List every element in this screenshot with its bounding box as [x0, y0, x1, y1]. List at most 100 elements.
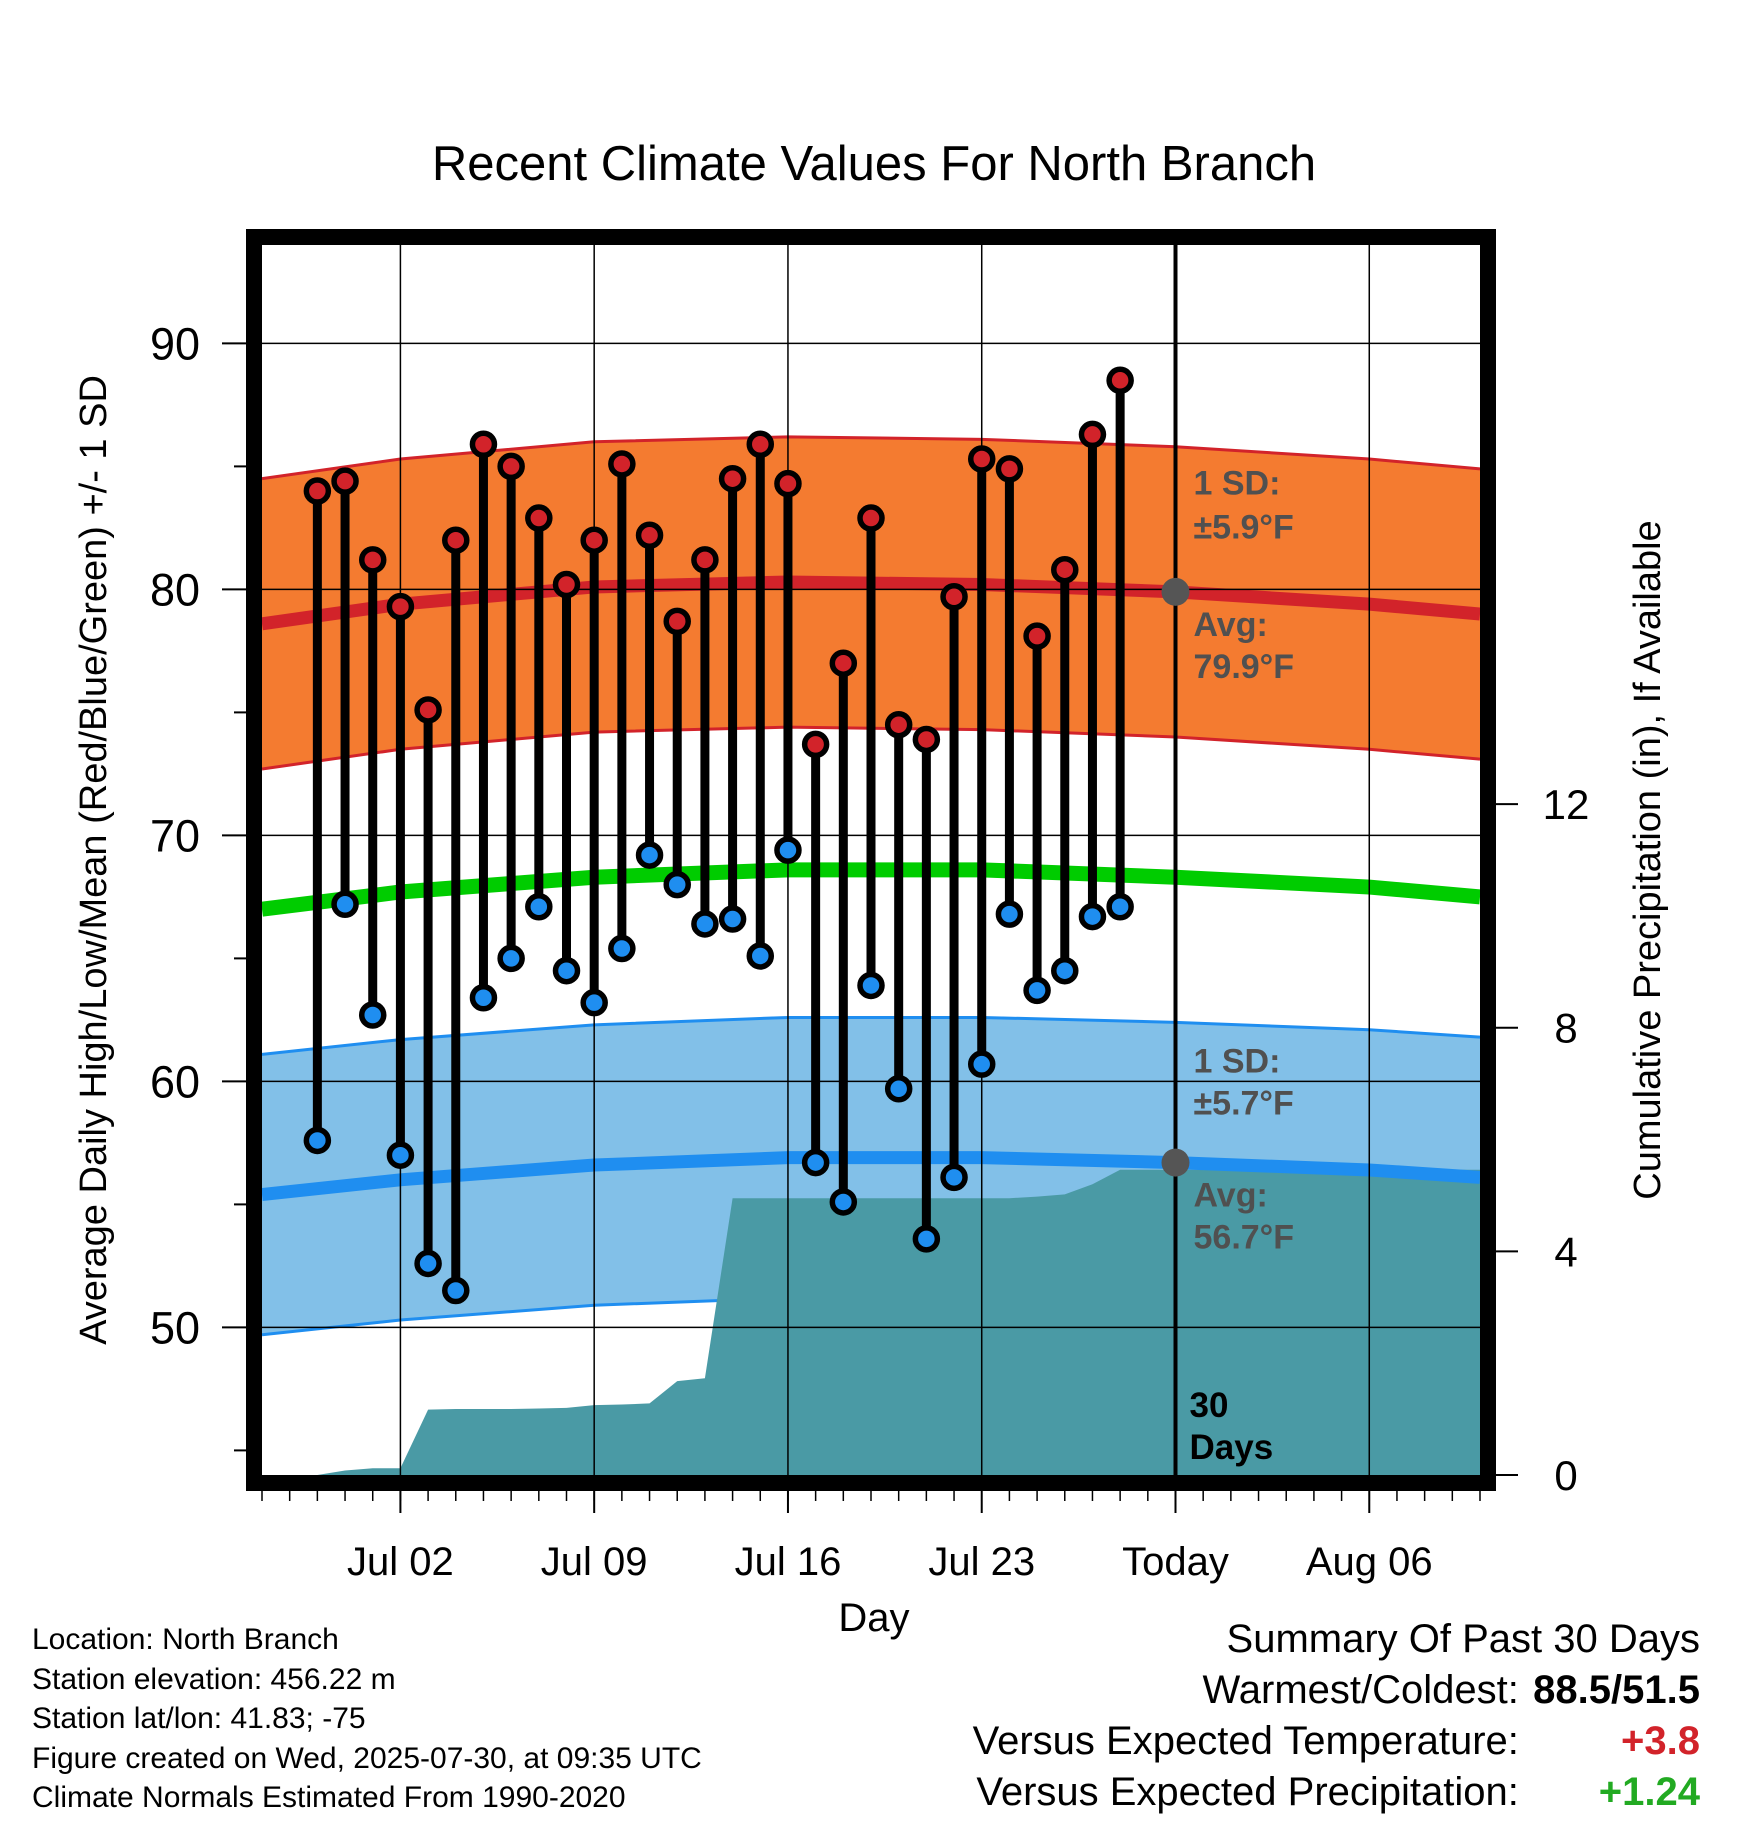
normals-line: Climate Normals Estimated From 1990-2020	[32, 1781, 626, 1814]
daily-high-point	[469, 430, 498, 459]
daily-high-point	[995, 455, 1024, 483]
daily-low-point	[912, 1225, 941, 1253]
daily-low-point	[691, 910, 719, 938]
bottom-tick-label: Today	[1122, 1540, 1229, 1584]
daily-high-point	[608, 450, 636, 478]
today-days-count: 30	[1190, 1386, 1229, 1425]
daily-low-point	[442, 1276, 470, 1305]
daily-low-point	[746, 942, 775, 970]
daily-high-point	[303, 477, 332, 505]
high-sd-band-upper-edge	[262, 435, 1480, 481]
today-high-avg-marker	[1161, 577, 1190, 606]
right-tick-label: 0	[1554, 1452, 1577, 1499]
high-sd-band-lower-edge	[262, 725, 1480, 771]
annotation-high-sd-label: 1 SD:	[1194, 465, 1281, 503]
precip-label: Versus Expected Precipitation:	[976, 1770, 1519, 1814]
precip-area	[289, 1169, 1480, 1475]
bottom-tick-label: Jul 02	[347, 1540, 454, 1584]
daily-high-point	[746, 430, 775, 459]
temp-label: Versus Expected Temperature:	[972, 1719, 1519, 1763]
low-avg-line	[262, 1151, 1480, 1202]
daily-high-point	[1078, 420, 1107, 449]
daily-low-point	[497, 944, 525, 973]
location-line: Location: North Branch	[32, 1623, 339, 1656]
daily-high-point	[442, 526, 470, 554]
low-sd-band-upper-edge	[262, 1015, 1480, 1056]
warmest-label: Warmest/Coldest:	[1202, 1668, 1519, 1712]
created-line: Figure created on Wed, 2025-07-30, at 09…	[32, 1741, 702, 1775]
high-avg-line	[262, 575, 1480, 631]
left-tick-label: 70	[150, 810, 200, 861]
daily-low-point	[608, 934, 636, 963]
station-info: Location: North Branch Station elevation…	[32, 1620, 702, 1818]
daily-high-point	[912, 725, 941, 754]
precip-value: +1.24	[1598, 1770, 1700, 1814]
plot-frame	[246, 229, 1496, 1491]
annotation-low-sd-value: ±5.7°F	[1194, 1084, 1294, 1122]
daily-high-point	[580, 526, 608, 554]
daily-low-point	[1106, 892, 1134, 921]
annotation-low-sd-label: 1 SD:	[1194, 1042, 1281, 1080]
daily-high-point	[358, 546, 387, 574]
bottom-tick-label: Jul 09	[541, 1540, 648, 1584]
latlon-line: Station lat/lon: 41.83; -75	[32, 1702, 366, 1735]
daily-high-point	[884, 710, 913, 739]
daily-high-point	[857, 504, 885, 532]
summary-temp-row: Versus Expected Temperature: +3.8	[973, 1716, 1700, 1767]
daily-high-point	[1106, 366, 1134, 395]
left-tick-label: 80	[150, 564, 200, 615]
daily-low-point	[774, 836, 802, 864]
daily-low-point	[995, 900, 1024, 928]
daily-low-point	[414, 1249, 442, 1278]
annotation-high-sd-value: ±5.9°F	[1194, 509, 1294, 547]
temp-value: +3.8	[1621, 1719, 1700, 1763]
annotation-low-avg-value: 56.7°F	[1194, 1219, 1295, 1257]
left-axis-label: Average Daily High/Low/Mean (Red/Blue/Gr…	[73, 375, 115, 1345]
left-tick-label: 50	[150, 1302, 200, 1353]
summary-warmest-row: Warmest/Coldest: 88.5/51.5	[973, 1665, 1701, 1716]
right-tick-label: 12	[1543, 781, 1590, 828]
summary-precip-row: Versus Expected Precipitation: +1.24	[973, 1767, 1700, 1818]
daily-low-point	[967, 1050, 996, 1078]
daily-low-point	[552, 956, 581, 985]
right-tick-label: 4	[1554, 1228, 1577, 1275]
daily-high-point	[497, 452, 525, 481]
daily-high-point	[718, 464, 747, 493]
chart-title: Recent Climate Values For North Branch	[432, 137, 1316, 191]
daily-high-point	[940, 583, 968, 611]
daily-low-point	[1051, 956, 1079, 985]
daily-high-point	[525, 504, 553, 532]
daily-high-point	[829, 649, 858, 677]
daily-low-point	[386, 1141, 415, 1169]
bottom-tick-label: Aug 06	[1306, 1540, 1433, 1584]
daily-low-point	[358, 1001, 387, 1029]
bottom-tick-label: Jul 23	[928, 1540, 1035, 1584]
plot-area	[262, 245, 1480, 1475]
x-axis-label-text: Day	[838, 1596, 910, 1640]
daily-low-point	[635, 841, 664, 869]
daily-low-point	[331, 890, 359, 919]
right-axis-label: Cumulative Precipitation (in), If Availa…	[1627, 520, 1669, 1199]
daily-low-point	[829, 1188, 858, 1216]
daily-low-point	[303, 1126, 332, 1155]
today-days-word: Days	[1190, 1428, 1274, 1467]
daily-high-point	[635, 521, 664, 550]
summary-panel: Summary Of Past 30 Days Warmest/Coldest:…	[973, 1614, 1700, 1818]
x-axis-label-box: Day	[774, 1596, 974, 1641]
bottom-tick-label: Jul 16	[735, 1540, 842, 1584]
daily-low-point	[663, 870, 691, 899]
daily-low-point	[580, 988, 608, 1017]
daily-high-point	[774, 469, 802, 498]
daily-high-point	[1023, 622, 1051, 650]
climate-chart: Recent Climate Values For North Branch 1…	[73, 137, 1669, 1584]
daily-high-point	[691, 546, 719, 574]
daily-low-point	[1023, 976, 1051, 1005]
today-low-avg-marker	[1161, 1148, 1190, 1177]
daily-high-point	[967, 445, 996, 473]
daily-high-point	[331, 467, 359, 495]
daily-low-point	[857, 971, 885, 1000]
daily-low-point	[940, 1163, 968, 1192]
daily-low-point	[884, 1075, 913, 1103]
annotation-high-avg-value: 79.9°F	[1194, 648, 1295, 686]
daily-high-point	[386, 592, 415, 621]
